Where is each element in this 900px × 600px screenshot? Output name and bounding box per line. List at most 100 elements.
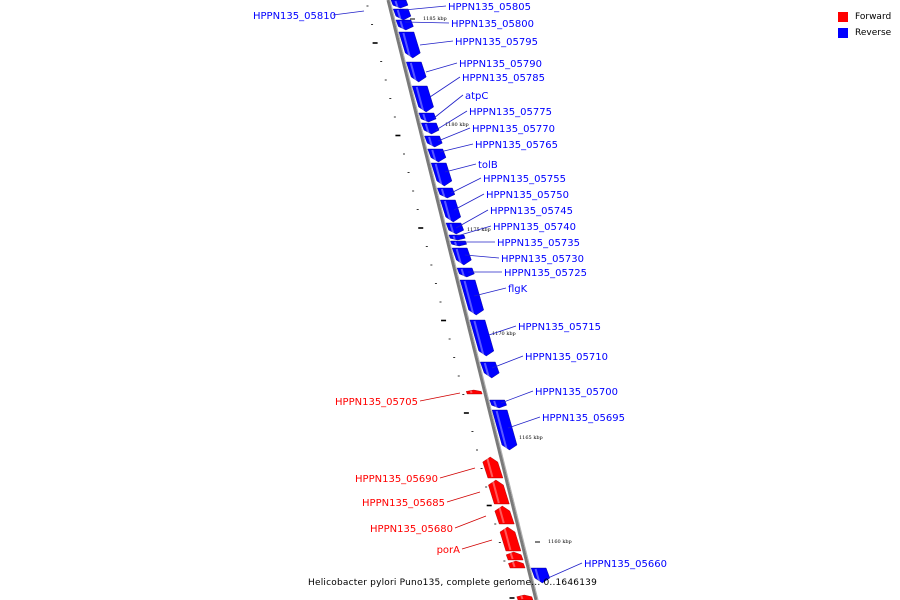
gene-feature: [459, 279, 484, 316]
forward-swatch: [838, 12, 848, 22]
gene-feature-shine: [449, 223, 455, 234]
gene-label: HPPN135_05680: [370, 524, 453, 535]
label-leader: [547, 562, 583, 579]
gene-feature: [489, 399, 507, 409]
map-caption: Helicobacter pylori Puno135, complete ge…: [308, 578, 597, 588]
label-leader: [456, 225, 492, 237]
gene-feature-shine: [396, 9, 402, 20]
genome-axis: [386, 0, 538, 600]
gene-feature-shine: [424, 123, 430, 134]
gene-label: HPPN135_05745: [490, 206, 573, 217]
gene-feature-shine: [454, 241, 458, 246]
label-leader: [419, 40, 454, 46]
legend-forward-label: Forward: [855, 12, 892, 22]
label-leader: [500, 390, 534, 404]
strand-legend: Forward Reverse: [838, 9, 891, 41]
legend-forward: Forward: [838, 9, 891, 25]
label-leader-lines: [332, 5, 583, 579]
label-leader: [439, 467, 476, 479]
label-leader: [332, 10, 365, 16]
gene-feature: [516, 594, 534, 600]
label-leader: [444, 163, 477, 173]
gene-label: HPPN135_05735: [497, 238, 580, 249]
gene-feature-shine: [520, 595, 524, 600]
gene-feature: [488, 479, 510, 505]
gene-feature: [469, 319, 495, 357]
gene-feature: [480, 361, 500, 379]
gene-feature-shine: [491, 480, 500, 504]
gene-feature-shine: [460, 268, 465, 277]
gene-feature: [398, 31, 421, 59]
label-leader: [439, 143, 474, 153]
gene-label: HPPN135_05715: [518, 322, 601, 333]
gene-label: HPPN135_05770: [472, 124, 555, 135]
gene-feature-shine: [434, 163, 443, 186]
label-leader: [473, 287, 507, 297]
gene-feature-shine: [463, 280, 475, 315]
gene-feature-shine: [511, 561, 516, 568]
legend-reverse: Reverse: [838, 25, 891, 41]
gene-feature: [440, 199, 461, 223]
gene-label: HPPN135_05725: [504, 268, 587, 279]
gene-feature: [456, 267, 475, 278]
label-leader: [433, 94, 464, 119]
legend-reverse-label: Reverse: [855, 28, 892, 38]
label-leader: [419, 392, 461, 402]
gene-feature: [494, 505, 515, 525]
gene-feature-shine: [509, 552, 514, 560]
gene-label: HPPN135_05785: [462, 73, 545, 84]
gene-feature: [430, 162, 453, 187]
gene-label: HPPN135_05775: [469, 107, 552, 118]
gene-feature: [418, 112, 437, 123]
label-leader: [429, 76, 461, 98]
scale-label: 1175 kbp: [467, 227, 491, 233]
gene-feature-shine: [399, 20, 404, 30]
gene-feature: [392, 8, 412, 21]
gene-feature-shine: [443, 200, 452, 222]
gene-label: HPPN135_05740: [493, 222, 576, 233]
label-leader: [446, 491, 481, 503]
gene-feature: [465, 389, 483, 395]
gene-feature: [406, 61, 427, 83]
gene-feature-shine: [415, 86, 425, 112]
scale-label: 1180 kbp: [445, 122, 469, 128]
gene-label: HPPN135_05730: [501, 254, 584, 265]
gene-feature-shine: [452, 235, 456, 240]
gene-label: HPPN135_05705: [335, 397, 418, 408]
gene-label: HPPN135_05810: [253, 11, 336, 22]
label-leader: [464, 254, 500, 259]
gene-feature-shine: [394, 0, 399, 8]
gene-label: HPPN135_05660: [584, 559, 667, 570]
gene-label: tolB: [478, 160, 498, 171]
gene-feature: [395, 19, 414, 31]
gene-feature-shine: [503, 527, 512, 551]
gene-feature: [390, 0, 409, 9]
label-leader: [461, 539, 493, 550]
gene-feature-shine: [493, 400, 498, 408]
gene-feature-shine: [428, 136, 433, 147]
gene-feature-shine: [422, 113, 427, 122]
gene-feature: [505, 551, 524, 561]
gene-feature: [427, 148, 447, 163]
scale-label: 1170 kbp: [492, 331, 516, 337]
gene-feature-shine: [534, 568, 541, 583]
gene-feature: [451, 247, 472, 266]
scale-label: 1165 kbp: [519, 435, 543, 441]
gene-label: HPPN135_05765: [475, 140, 558, 151]
label-leader: [453, 193, 485, 211]
gene-label: HPPN135_05685: [362, 498, 445, 509]
gene-label: HPPN135_05750: [486, 190, 569, 201]
label-leader: [435, 110, 468, 131]
gene-feature: [445, 222, 464, 235]
gene-feature-shine: [409, 62, 417, 82]
gene-label: HPPN135_05755: [483, 174, 566, 185]
label-leader: [455, 209, 489, 229]
gene-feature-shine: [402, 32, 411, 58]
gene-label: HPPN135_05800: [451, 19, 534, 30]
gene-feature: [437, 187, 456, 199]
gene-feature: [482, 456, 504, 479]
gene-label: atpC: [465, 91, 488, 102]
gene-feature-shine: [440, 188, 446, 198]
gene-features: [390, 0, 551, 600]
